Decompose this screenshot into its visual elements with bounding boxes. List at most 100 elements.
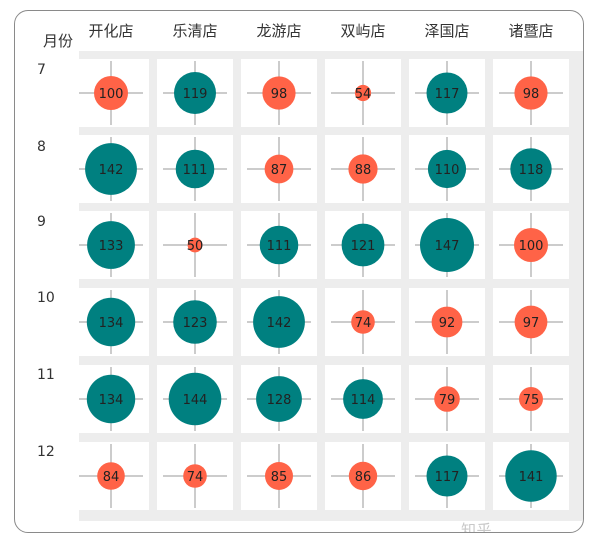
bubble [87,221,135,269]
bubble [514,228,548,262]
bubble-label: 117 [435,87,460,102]
bubble-group: 74 [163,444,227,508]
bubble [86,374,136,424]
column-header: 龙游店 [256,22,302,40]
bubble [86,297,136,347]
bubble-group: 133 [79,213,143,277]
bubble-label: 88 [355,163,372,178]
bubble-label: 142 [267,316,292,331]
bubble [264,154,294,184]
column-header: 双屿店 [340,22,386,40]
bubble-group: 88 [331,137,395,201]
bubble [168,372,222,426]
bubble-group: 86 [331,444,395,508]
bubble-label: 100 [519,239,544,254]
bubble-plot: 100 119 98 54 117 98 142 111 87 88 110 118 133 50 111 1… [79,61,563,508]
bubble-label: 98 [523,87,540,102]
bubble [253,296,305,348]
bubble [505,450,557,502]
bubble [420,218,474,272]
row-header: 10 [37,290,55,306]
bubble [514,305,548,339]
bubble-label: 74 [355,316,372,331]
bubble-label: 144 [183,393,208,408]
row-header: 12 [37,444,55,460]
bubble-group: 114 [331,367,395,431]
bubble-label: 119 [183,87,208,102]
row-header: 11 [37,367,55,383]
bubble-group: 141 [499,444,563,508]
column-header: 诸暨店 [508,22,554,40]
row-header: 9 [37,214,46,230]
bubble [174,72,216,114]
bubble [175,149,215,189]
bubble-group: 111 [247,213,311,277]
bubble-label: 85 [271,470,288,485]
bubble-label: 123 [183,316,208,331]
bubble-group: 123 [163,290,227,354]
bubble [348,461,378,491]
bubble-group: 87 [247,137,311,201]
bubble-label: 97 [523,316,540,331]
bubble [351,310,375,334]
bubble [265,462,293,490]
bubble-group: 85 [247,444,311,508]
bubble [262,76,296,110]
bubble-label: 74 [187,470,204,485]
bubble-group: 54 [331,61,395,125]
bubble [514,76,548,110]
bubble-label: 98 [271,87,288,102]
bubble-label: 134 [99,316,124,331]
bubble [427,149,467,189]
bubble-group: 119 [163,61,227,125]
bubble [348,154,378,184]
bubble-label: 75 [523,393,540,408]
bubble [426,72,468,114]
bubble-label: 50 [187,239,204,254]
bubble [354,84,372,102]
bubble-group: 79 [415,367,479,431]
bubble-label: 54 [355,87,372,102]
bubble-group: 110 [415,137,479,201]
bubble-label: 87 [271,163,288,178]
column-header: 开化店 [88,22,134,40]
bubble [94,76,128,110]
bubble-group: 97 [499,290,563,354]
column-header: 乐清店 [172,22,218,40]
bubble [519,387,543,411]
bubble-label: 79 [439,393,456,408]
bubble-group: 111 [163,137,227,201]
bubble-group: 100 [499,213,563,277]
bubble-group: 117 [415,444,479,508]
bubble-group: 147 [415,213,479,277]
bubble-label: 100 [99,87,124,102]
bubble [343,379,383,419]
column-header: 泽国店 [424,22,470,40]
bubble-label: 92 [439,316,456,331]
bubble-label: 133 [99,239,124,254]
bubble-group: 144 [163,367,227,431]
bubble-group: 100 [79,61,143,125]
bubble-label: 134 [99,393,124,408]
bubble [85,143,137,195]
bubble-group: 84 [79,444,143,508]
bubble-group: 142 [247,290,311,354]
bubble-label: 142 [99,163,124,178]
bubble [97,462,125,490]
bubble-group: 92 [415,290,479,354]
bubble [187,237,203,253]
row-header-title: 月份 [43,32,74,50]
bubble-group: 142 [79,137,143,201]
bubble-label: 111 [183,163,208,178]
bubble-group: 98 [499,61,563,125]
bubble-group: 118 [499,137,563,201]
row-header: 7 [37,62,46,78]
bubble-group: 117 [415,61,479,125]
bubble [434,386,460,412]
bubble-label: 147 [435,239,460,254]
bubble [183,464,207,488]
bubble [510,148,552,190]
bubble-label: 117 [435,470,460,485]
bubble-label: 86 [355,470,372,485]
bubble-label: 110 [435,163,460,178]
